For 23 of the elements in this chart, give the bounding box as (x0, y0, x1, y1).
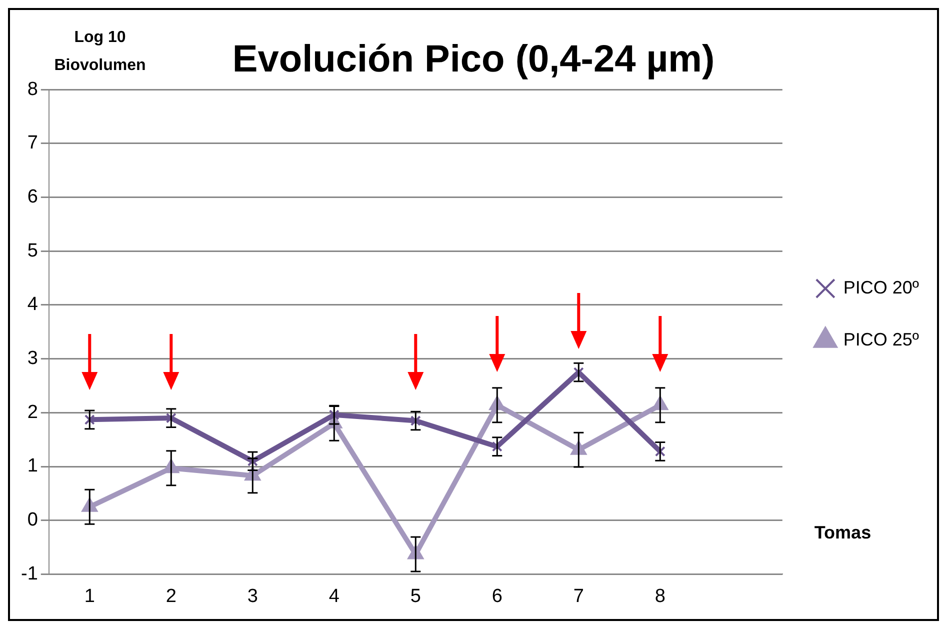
y-tick-label: 0 (27, 510, 38, 531)
x-tick-label: 2 (166, 586, 176, 607)
x-tick-label: 7 (573, 586, 584, 607)
legend-label: PICO 20º (843, 277, 920, 298)
x-tick-label: 6 (492, 586, 502, 607)
y-axis-title: Log 10 Biovolumen (54, 29, 146, 74)
y-tick-label: 6 (27, 186, 38, 208)
x-axis-title: Tomas (814, 522, 872, 542)
x-tick-label: 8 (654, 586, 666, 607)
x-tick-label: 4 (328, 586, 340, 607)
y-tick-label: -1 (20, 563, 38, 584)
legend-label: PICO 25º (843, 329, 920, 350)
chart-title: Evolución Pico (0,4-24 µm) (232, 38, 715, 80)
y-tick-label: 1 (27, 456, 38, 477)
x-tick-label: 5 (410, 586, 421, 607)
y-tick-label: 4 (27, 294, 38, 316)
y-tick-label: 5 (27, 240, 38, 262)
y-tick-label: 2 (27, 402, 38, 423)
y-tick-label: 3 (27, 348, 38, 370)
x-tick-label: 3 (247, 586, 258, 607)
y-tick-label: 8 (27, 78, 38, 100)
y-tick-label: 7 (27, 132, 38, 154)
x-tick-label: 1 (84, 586, 95, 607)
